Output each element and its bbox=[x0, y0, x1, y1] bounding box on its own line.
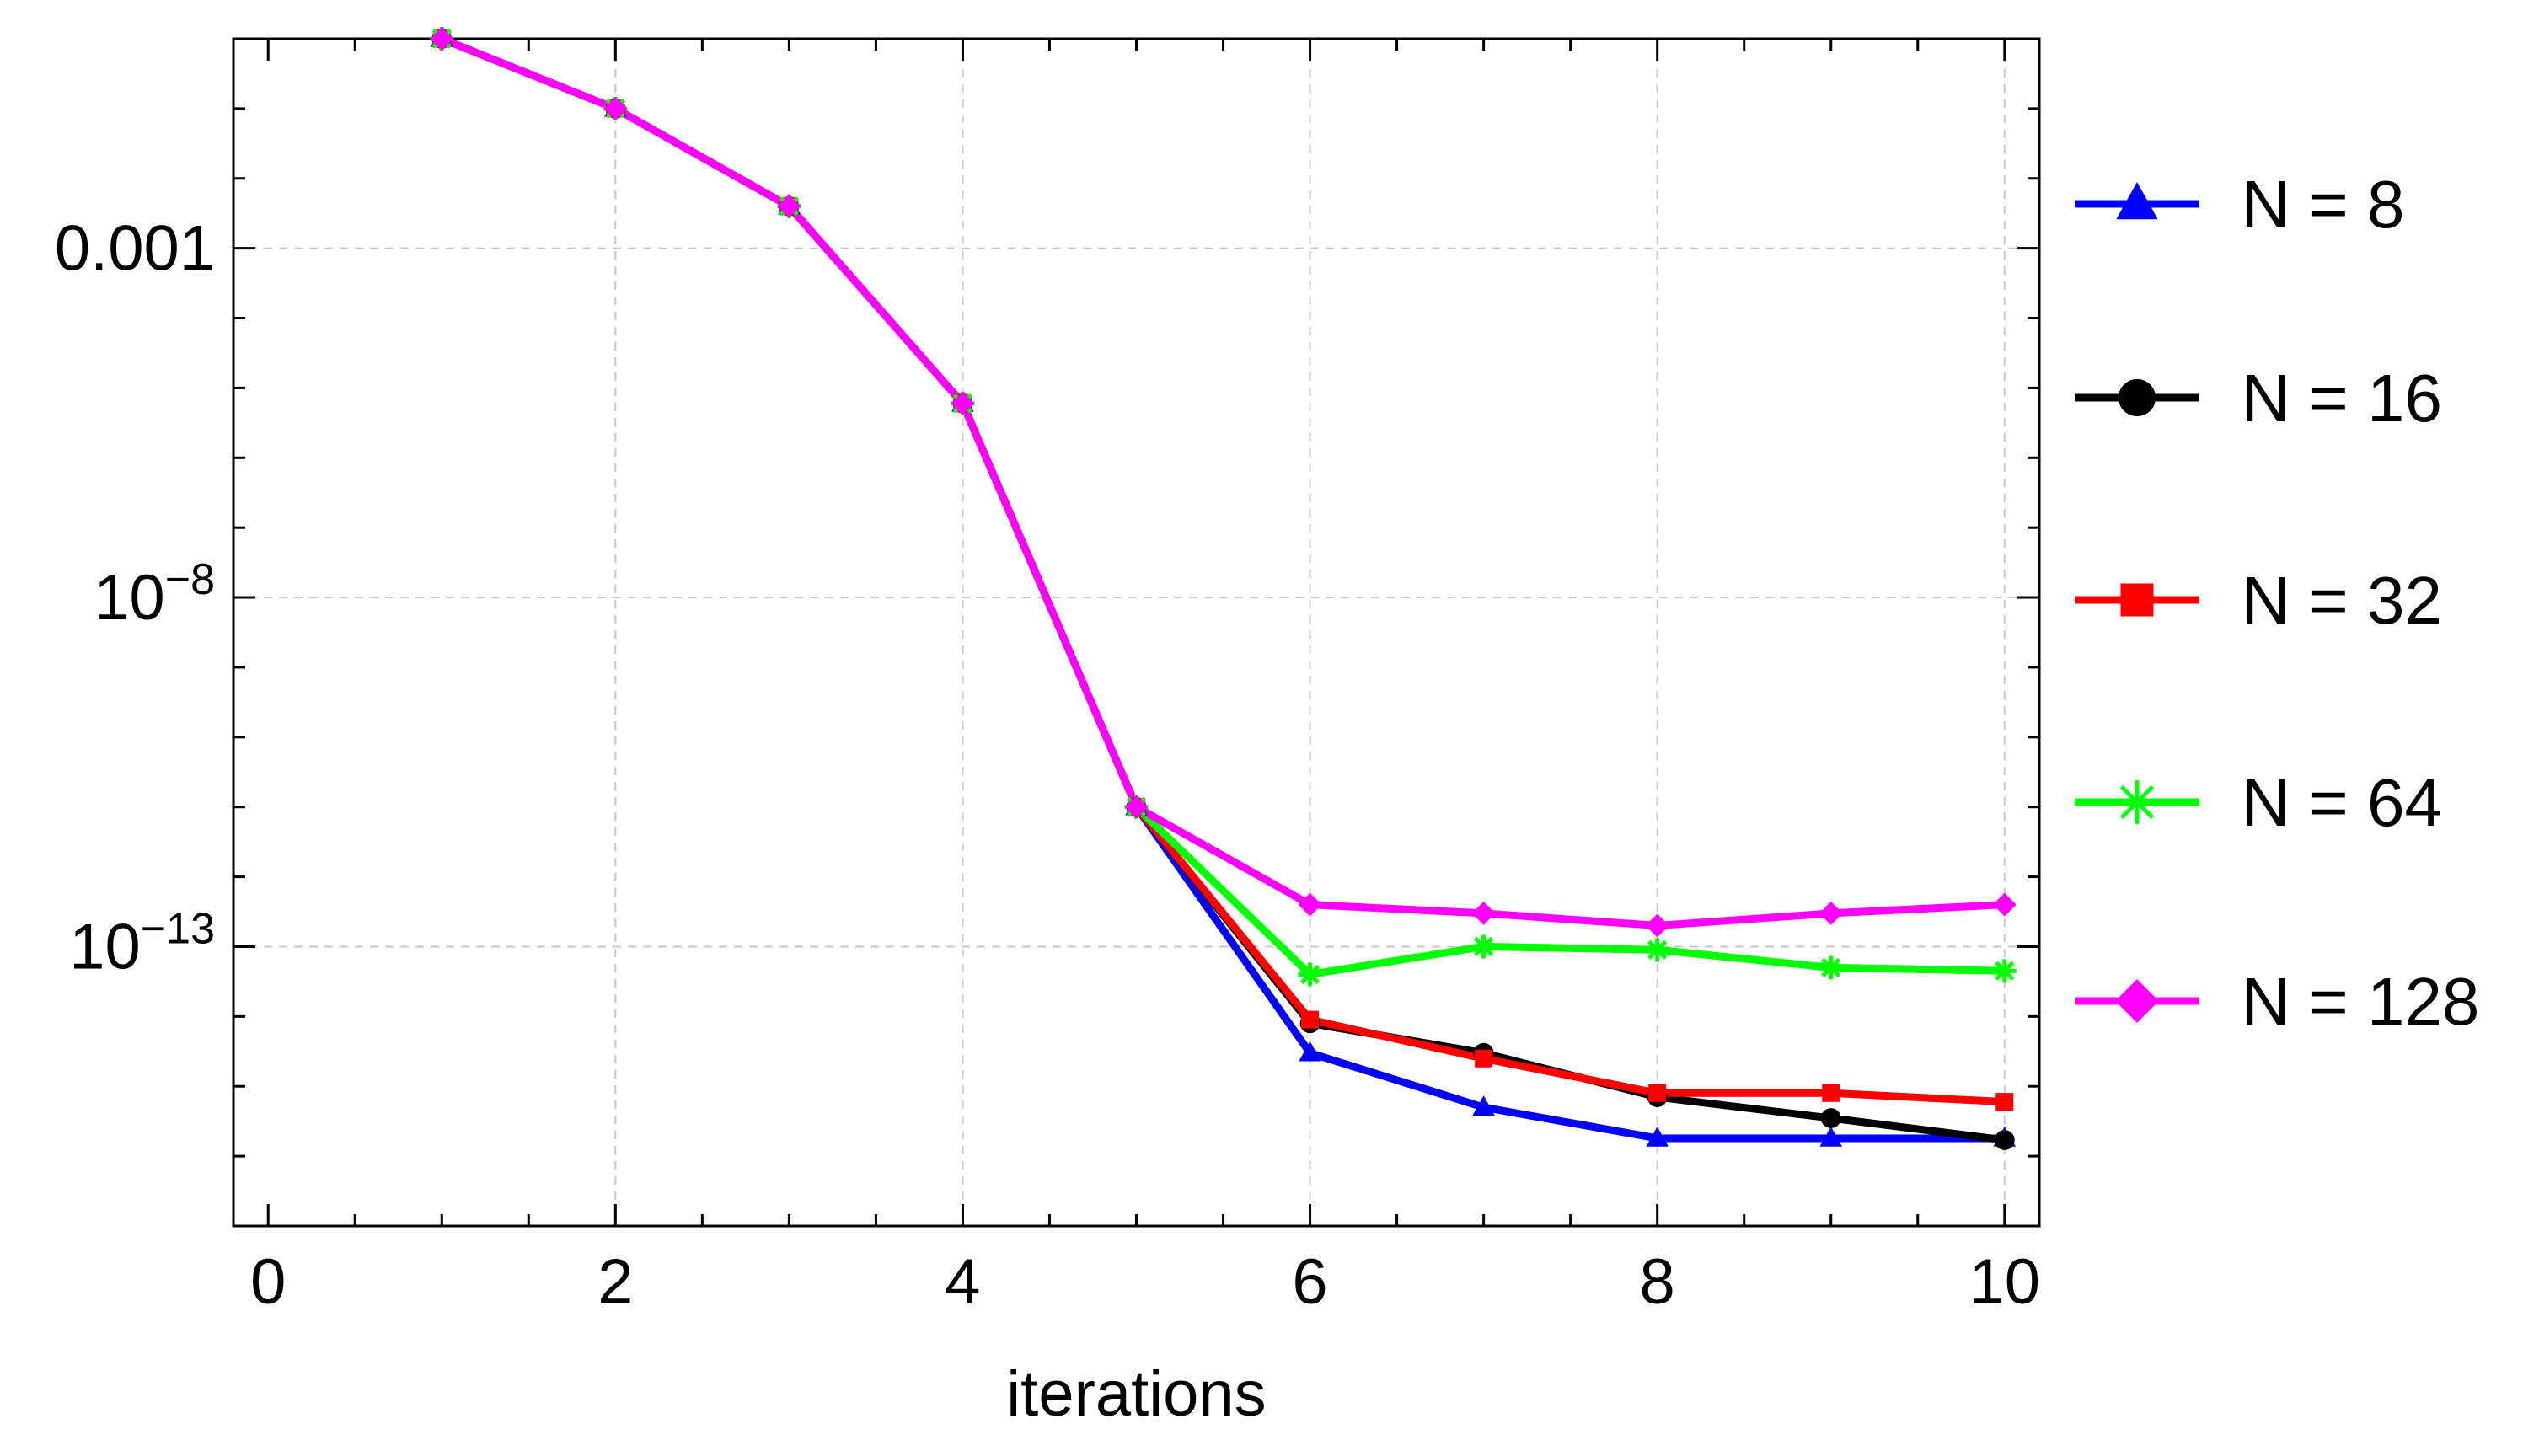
star-stroke bbox=[2119, 784, 2155, 820]
legend-marker bbox=[2116, 182, 2158, 220]
y-tick-label-base: 10 bbox=[69, 911, 141, 982]
data-point bbox=[1124, 795, 1149, 819]
y-tick-label: 10−8 bbox=[94, 555, 215, 634]
data-point bbox=[1994, 1130, 2015, 1150]
y-tick-label-base: 0.001 bbox=[55, 213, 215, 285]
legend-label: N = 64 bbox=[2242, 765, 2442, 840]
legend-label: N = 128 bbox=[2242, 964, 2479, 1039]
data-point bbox=[1820, 1108, 1841, 1128]
star-stroke bbox=[1995, 961, 2015, 981]
data-point bbox=[1645, 938, 1669, 962]
data-point bbox=[777, 194, 801, 218]
data-point bbox=[1646, 1126, 1669, 1147]
series-markers bbox=[430, 27, 2017, 1150]
data-point bbox=[1819, 956, 1843, 980]
y-tick-label: 10−13 bbox=[69, 904, 215, 982]
x-tick-label: 10 bbox=[1969, 1246, 2041, 1318]
grid bbox=[233, 39, 2039, 1226]
x-tick-label: 2 bbox=[597, 1246, 633, 1318]
data-point bbox=[1298, 892, 1322, 917]
y-tick-label: 0.001 bbox=[55, 213, 215, 285]
legend-marker bbox=[2120, 583, 2154, 617]
data-point bbox=[1819, 901, 1843, 925]
data-point bbox=[1992, 892, 2017, 917]
data-point bbox=[1471, 901, 1496, 925]
legend-marker bbox=[2118, 378, 2156, 417]
star-stroke bbox=[1473, 936, 1494, 957]
series-line-4 bbox=[437, 35, 2009, 930]
x-tick-label: 0 bbox=[250, 1246, 286, 1318]
star-stroke bbox=[1647, 939, 1668, 960]
y-tick-label-exponent: −8 bbox=[165, 555, 215, 604]
axis-ticks bbox=[233, 37, 2039, 1228]
data-point bbox=[1471, 934, 1496, 959]
data-point bbox=[1301, 1010, 1320, 1029]
data-point bbox=[1822, 1084, 1840, 1102]
data-point bbox=[1298, 962, 1322, 987]
data-point bbox=[1472, 1095, 1495, 1116]
legend-marker bbox=[2115, 780, 2159, 824]
data-point bbox=[1648, 1084, 1667, 1102]
x-tick-label: 4 bbox=[945, 1246, 980, 1318]
data-point bbox=[1992, 959, 2017, 983]
legend-marker bbox=[2115, 979, 2159, 1023]
data-point bbox=[1819, 1126, 1843, 1147]
star-stroke bbox=[1299, 964, 1320, 985]
data-point bbox=[430, 27, 454, 51]
legend-label: N = 16 bbox=[2242, 361, 2442, 436]
y-tick-label-base: 10 bbox=[94, 562, 165, 634]
legend-label: N = 8 bbox=[2242, 167, 2404, 242]
data-point bbox=[1475, 1049, 1493, 1068]
legend: N = 8 N = 16 N = 32 N = 64 N = 128 bbox=[2075, 167, 2479, 1039]
data-point bbox=[1645, 913, 1669, 938]
legend-label: N = 32 bbox=[2242, 563, 2442, 638]
x-tick-label: 6 bbox=[1292, 1246, 1327, 1318]
data-point bbox=[603, 96, 628, 120]
series-lines bbox=[437, 35, 2009, 1144]
star-stroke bbox=[1821, 957, 1841, 978]
x-axis-title: iterations bbox=[1006, 1358, 1266, 1430]
data-point bbox=[1995, 1093, 2014, 1111]
data-point bbox=[951, 391, 975, 415]
y-tick-label-exponent: −13 bbox=[141, 904, 215, 953]
x-tick-label: 8 bbox=[1640, 1246, 1675, 1318]
data-point bbox=[1299, 1041, 1321, 1062]
